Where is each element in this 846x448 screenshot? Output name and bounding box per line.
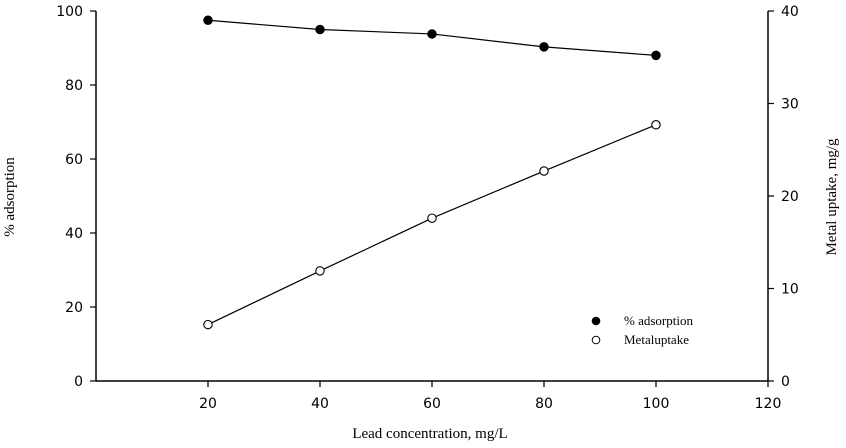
data-point-metal-uptake (427, 213, 437, 223)
left-y-tick-label: 20 (65, 300, 83, 316)
legend-label-metal-uptake: Metaluptake (624, 332, 689, 347)
left-y-tick-label: 80 (65, 78, 83, 94)
x-tick-label: 40 (311, 396, 329, 412)
x-tick-label: 100 (643, 396, 670, 412)
x-tick-label: 80 (535, 396, 553, 412)
data-point-metal-uptake (203, 319, 213, 330)
data-point-adsorption (427, 29, 437, 39)
data-point-adsorption (203, 15, 213, 25)
data-point-metal-uptake (315, 266, 325, 276)
x-tick-label: 60 (423, 396, 441, 412)
legend-marker-adsorption (591, 316, 601, 326)
right-y-axis-title: Metal uptake, mg/g (824, 138, 840, 256)
series-line-metal-uptake (207, 124, 657, 326)
right-y-tick-label: 40 (781, 4, 799, 20)
right-y-axis-ticks: 0 10 20 30 40 (768, 4, 799, 390)
data-point-metal-uptake (539, 166, 549, 176)
right-y-tick-label: 10 (781, 282, 799, 298)
right-y-tick-label: 20 (781, 189, 799, 205)
data-point-adsorption (651, 50, 661, 61)
legend-label-adsorption: % adsorption (624, 313, 693, 328)
left-y-axis-title: % adsorption (2, 157, 18, 237)
x-axis-ticks: 20 40 60 80 100 120 (199, 381, 781, 412)
series-layer (203, 15, 661, 330)
x-tick-label: 20 (199, 396, 217, 412)
left-y-tick-label: 0 (74, 374, 83, 390)
x-axis-title: Lead concentration, mg/L (352, 426, 507, 442)
left-y-tick-label: 40 (65, 226, 83, 242)
right-y-tick-label: 30 (781, 97, 799, 113)
legend-marker-metal-uptake (591, 335, 601, 345)
data-point-adsorption (315, 24, 325, 35)
x-tick-label: 120 (755, 396, 782, 412)
data-point-metal-uptake (651, 120, 661, 130)
left-y-tick-label: 100 (56, 4, 83, 20)
left-y-tick-label: 60 (65, 152, 83, 168)
legend: % adsorption Metaluptake (591, 313, 693, 347)
right-y-tick-label: 0 (781, 374, 790, 390)
left-y-axis-ticks: 0 20 40 60 80 100 (56, 4, 96, 390)
data-point-adsorption (539, 42, 549, 52)
